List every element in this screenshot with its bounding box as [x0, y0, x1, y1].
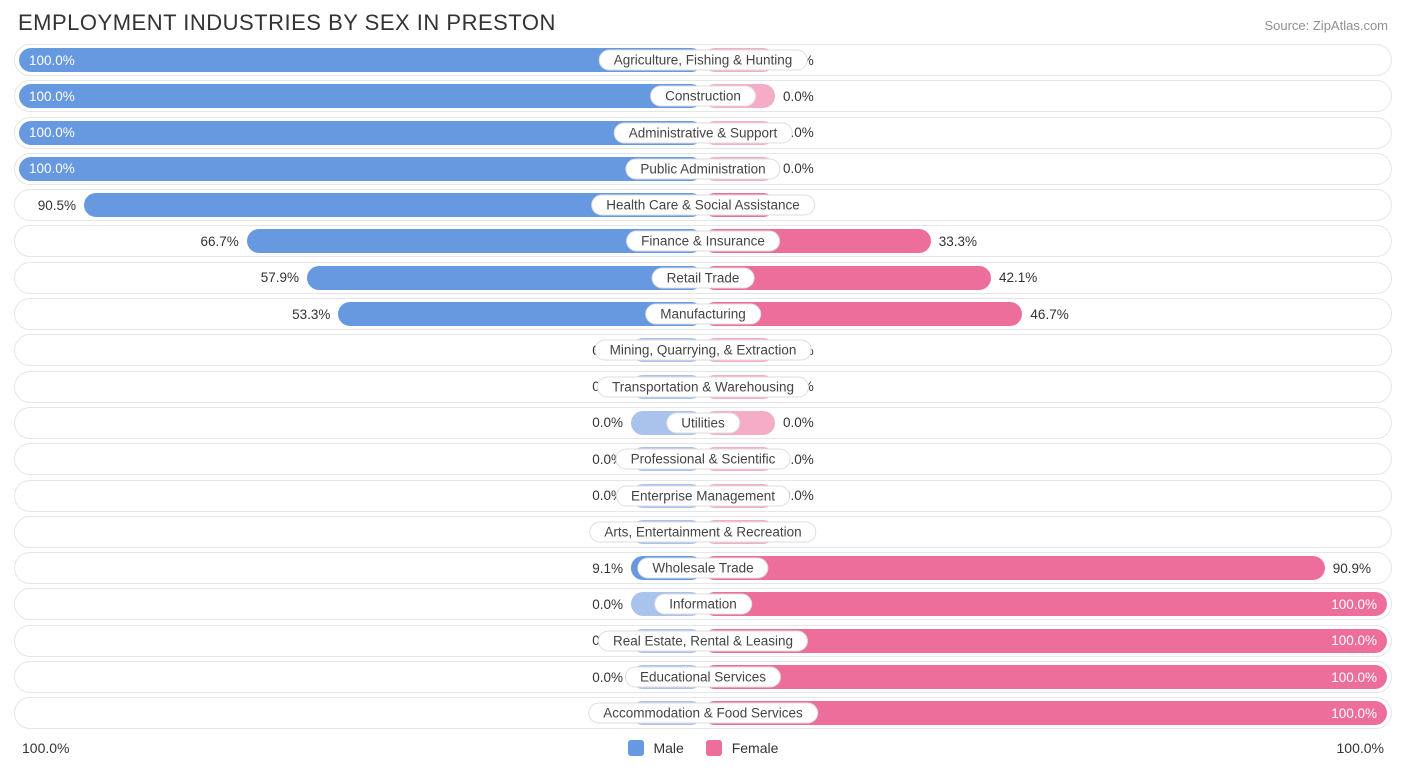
female-pct: 90.9% — [1333, 556, 1371, 580]
category-label: Public Administration — [625, 158, 780, 179]
legend-male-swatch — [628, 740, 644, 756]
female-pct: 100.0% — [1331, 592, 1377, 616]
category-label: Professional & Scientific — [616, 449, 791, 470]
category-label: Agriculture, Fishing & Hunting — [599, 50, 808, 71]
male-pct: 90.5% — [38, 193, 76, 217]
chart-row: 0.0% 100.0% Educational Services — [14, 661, 1392, 693]
legend-female: Female — [706, 740, 779, 756]
chart-row: 100.0% 0.0% Construction — [14, 80, 1392, 112]
category-label: Mining, Quarrying, & Extraction — [595, 340, 812, 361]
male-pct: 9.1% — [592, 556, 623, 580]
chart-body: 100.0%0.0%Agriculture, Fishing & Hunting… — [0, 44, 1406, 729]
category-label: Arts, Entertainment & Recreation — [589, 521, 816, 542]
legend-male: Male — [628, 740, 684, 756]
female-pct: 100.0% — [1331, 665, 1377, 689]
chart-row: 0.0%100.0%Real Estate, Rental & Leasing — [14, 625, 1392, 657]
female-pct: 42.1% — [999, 266, 1037, 290]
category-label: Transportation & Warehousing — [597, 376, 809, 397]
chart-row: 0.0%0.0%Arts, Entertainment & Recreation — [14, 516, 1392, 548]
chart-row: 100.0% 0.0%Public Administration — [14, 153, 1392, 185]
category-label: Real Estate, Rental & Leasing — [598, 630, 808, 651]
male-pct: 100.0% — [29, 48, 75, 72]
category-label: Information — [654, 594, 752, 615]
category-label: Educational Services — [625, 667, 781, 688]
chart-title: EMPLOYMENT INDUSTRIES BY SEX IN PRESTON — [18, 10, 556, 36]
legend-female-swatch — [706, 740, 722, 756]
male-pct: 57.9% — [261, 266, 299, 290]
category-label: Enterprise Management — [616, 485, 790, 506]
category-label: Utilities — [666, 412, 740, 433]
male-pct: 0.0% — [592, 665, 623, 689]
category-label: Finance & Insurance — [626, 231, 780, 252]
chart-row: 100.0%0.0%Agriculture, Fishing & Hunting — [14, 44, 1392, 76]
female-pct: 100.0% — [1331, 629, 1377, 653]
chart-row: 53.3% 46.7% Manufacturing — [14, 298, 1392, 330]
chart-row: 0.0% 0.0% Utilities — [14, 407, 1392, 439]
female-pct: 0.0% — [783, 84, 814, 108]
male-pct: 53.3% — [292, 302, 330, 326]
chart-source: Source: ZipAtlas.com — [1264, 18, 1388, 33]
chart-row: 9.1% 90.9% Wholesale Trade — [14, 552, 1392, 584]
chart-row: 100.0%0.0%Administrative & Support — [14, 117, 1392, 149]
chart-row: 0.0%0.0%Enterprise Management — [14, 480, 1392, 512]
category-label: Administrative & Support — [614, 122, 793, 143]
axis-right-label: 100.0% — [1337, 740, 1384, 756]
female-pct: 100.0% — [1331, 701, 1377, 725]
female-pct: 0.0% — [783, 157, 814, 181]
female-pct: 33.3% — [939, 229, 977, 253]
male-pct: 0.0% — [592, 411, 623, 435]
legend-female-label: Female — [732, 740, 779, 756]
chart-row: 0.0%100.0%Accommodation & Food Services — [14, 697, 1392, 729]
category-label: Accommodation & Food Services — [588, 703, 818, 724]
category-label: Manufacturing — [645, 304, 761, 325]
legend: Male Female — [628, 740, 779, 756]
chart-row: 0.0%0.0%Transportation & Warehousing — [14, 371, 1392, 403]
chart-footer: 100.0% Male Female 100.0% — [0, 734, 1406, 756]
chart-row: 0.0% 100.0% Information — [14, 588, 1392, 620]
male-pct: 100.0% — [29, 84, 75, 108]
chart-row: 0.0%0.0%Professional & Scientific — [14, 443, 1392, 475]
female-pct: 0.0% — [783, 411, 814, 435]
category-label: Wholesale Trade — [637, 558, 768, 579]
female-pct: 46.7% — [1030, 302, 1068, 326]
male-pct: 100.0% — [29, 121, 75, 145]
male-pct: 66.7% — [201, 229, 239, 253]
category-label: Construction — [650, 86, 756, 107]
chart-row: 0.0%0.0%Mining, Quarrying, & Extraction — [14, 334, 1392, 366]
chart-header: EMPLOYMENT INDUSTRIES BY SEX IN PRESTON … — [0, 0, 1406, 44]
male-pct: 100.0% — [29, 157, 75, 181]
axis-left-label: 100.0% — [22, 740, 69, 756]
male-pct: 0.0% — [592, 592, 623, 616]
category-label: Retail Trade — [652, 267, 755, 288]
chart-row: 90.5%9.5%Health Care & Social Assistance — [14, 189, 1392, 221]
category-label: Health Care & Social Assistance — [591, 195, 815, 216]
chart-row: 57.9% 42.1% Retail Trade — [14, 262, 1392, 294]
legend-male-label: Male — [653, 740, 683, 756]
chart-row: 66.7% 33.3% Finance & Insurance — [14, 225, 1392, 257]
